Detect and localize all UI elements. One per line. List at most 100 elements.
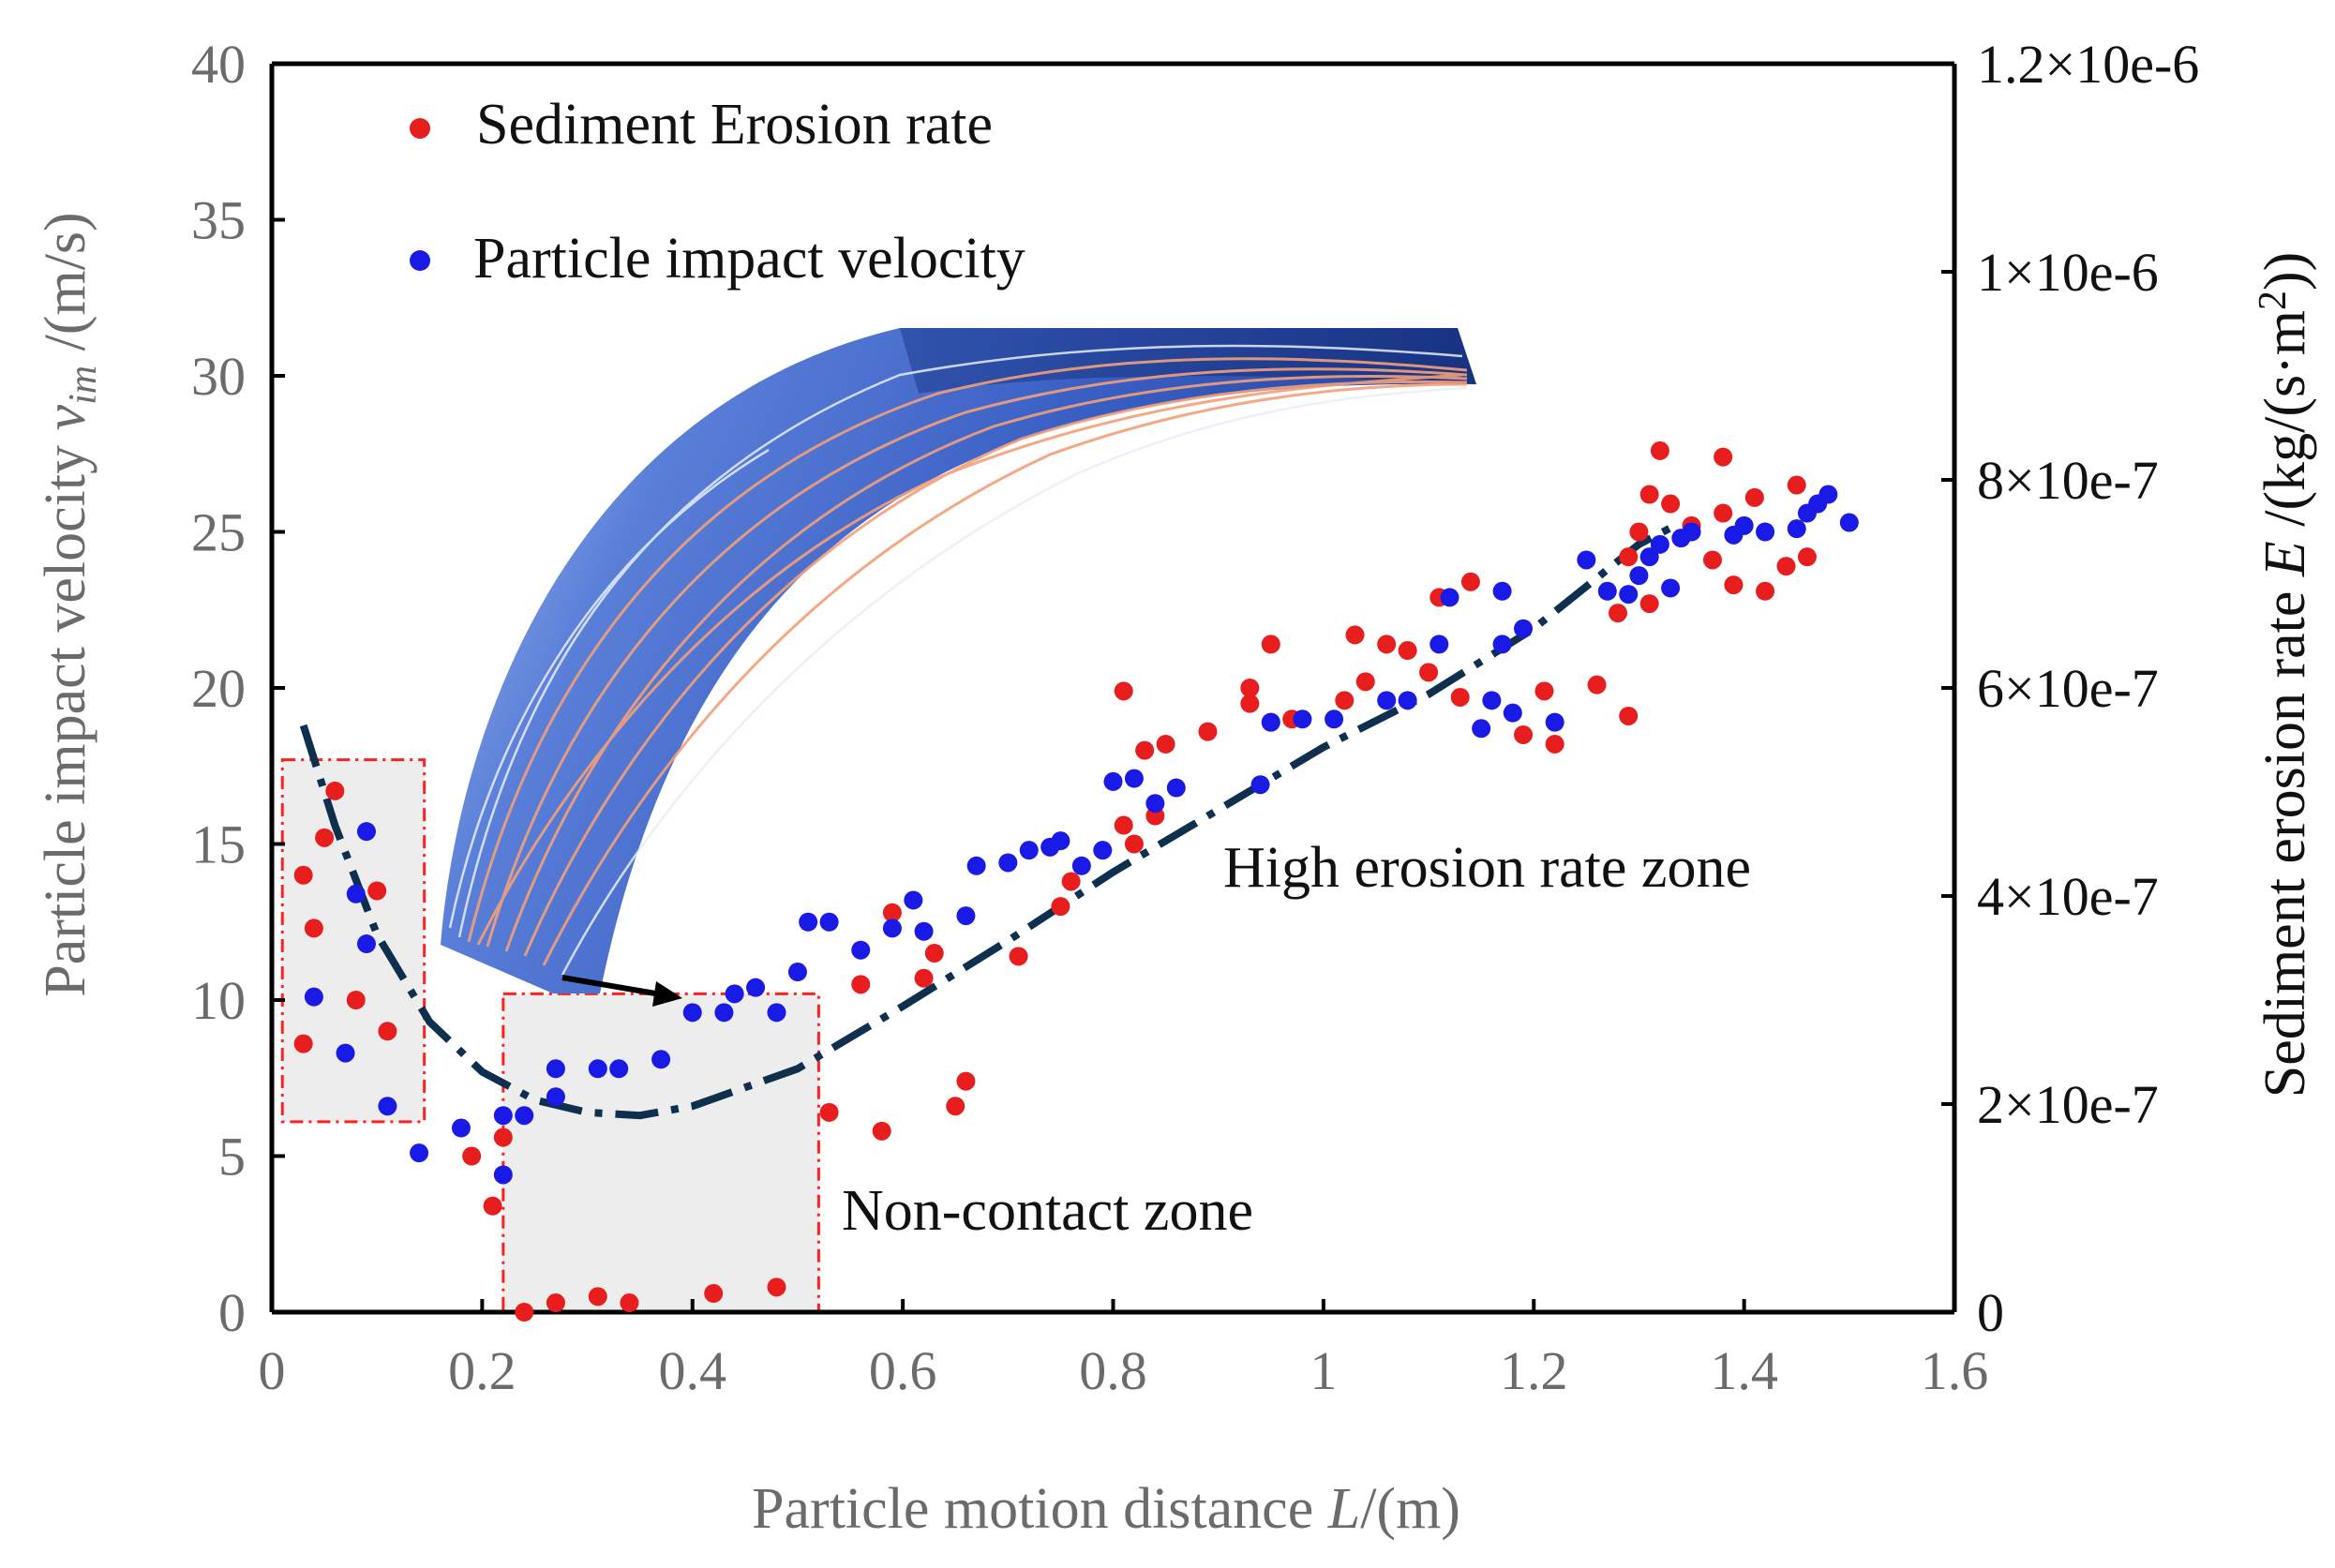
erosion-rate-point [1061, 872, 1081, 891]
impact-velocity-point [1734, 515, 1754, 535]
erosion-rate-point [1051, 897, 1070, 917]
erosion-rate-point [1756, 581, 1775, 601]
x-tick-label: 1 [1310, 1340, 1337, 1401]
y2-tick-label: 1×10e-6 [1977, 242, 2159, 303]
impact-velocity-point [1597, 581, 1617, 601]
x-tick-label: 1.6 [1921, 1340, 1989, 1401]
erosion-rate-point [882, 903, 902, 922]
impact-velocity-point [356, 934, 376, 954]
impact-velocity-point [1639, 547, 1659, 567]
x-tick-label: 0 [259, 1340, 286, 1401]
impact-velocity-point [546, 1087, 565, 1107]
y-tick-label: 30 [191, 346, 246, 407]
y2-tick-label: 2×10e-7 [1977, 1074, 2159, 1135]
erosion-rate-point [1009, 947, 1028, 966]
erosion-rate-point [1377, 635, 1397, 654]
erosion-rate-point [1714, 503, 1733, 523]
impact-velocity-point [1124, 769, 1144, 788]
impact-velocity-point [651, 1050, 671, 1069]
impact-velocity-point [1819, 485, 1838, 504]
erosion-rate-point [819, 1102, 839, 1122]
impact-velocity-point [1325, 709, 1344, 729]
erosion-rate-point [1124, 834, 1144, 854]
erosion-rate-point [1639, 485, 1659, 504]
erosion-rate-point [1345, 625, 1365, 645]
erosion-rate-point [1797, 547, 1817, 567]
x-tick-label: 1.4 [1710, 1340, 1778, 1401]
impact-velocity-point [336, 1043, 355, 1063]
impact-velocity-point [493, 1165, 513, 1185]
y-tick-label: 5 [218, 1127, 246, 1187]
x-tick-label: 1.2 [1500, 1340, 1568, 1401]
erosion-rate-point [1661, 494, 1681, 514]
erosion-rate-point [1198, 722, 1218, 741]
impact-velocity-point [1577, 550, 1596, 570]
impact-velocity-point [1482, 691, 1502, 710]
series-sediment-erosion-rate [293, 441, 1817, 1322]
erosion-rate-point [462, 1146, 482, 1166]
y2-tick-label: 0 [1977, 1282, 2004, 1343]
impact-velocity-point [1619, 585, 1639, 605]
erosion-rate-point [493, 1127, 513, 1147]
annotation-non-contact-zone: Non-contact zone [842, 1179, 1253, 1243]
impact-velocity-point [1839, 513, 1859, 532]
impact-velocity-point [1492, 581, 1512, 601]
erosion-rate-point [1419, 663, 1439, 682]
impact-velocity-point [609, 1059, 629, 1079]
erosion-rate-point [1398, 641, 1417, 661]
y-tick-label: 40 [191, 34, 246, 95]
impact-velocity-point [819, 912, 839, 932]
impact-velocity-point [998, 853, 1018, 873]
x-tick-label: 0.6 [869, 1340, 937, 1401]
erosion-rate-point [1619, 706, 1639, 725]
y-tick-label: 20 [191, 658, 246, 719]
y-tick-label: 35 [191, 190, 246, 251]
y-tick-label: 10 [191, 970, 246, 1031]
legend: Sediment Erosion rate Particle impact ve… [410, 93, 1025, 291]
erosion-rate-point [1776, 557, 1796, 576]
erosion-rate-point [1261, 635, 1280, 654]
impact-velocity-point [546, 1059, 565, 1079]
impact-velocity-point [1682, 522, 1701, 542]
y-tick-label: 0 [218, 1282, 246, 1343]
erosion-rate-point [704, 1284, 724, 1304]
annotation-high-erosion-zone: High erosion rate zone [1223, 836, 1751, 900]
impact-velocity-point [410, 1143, 429, 1163]
y2-tick-label: 4×10e-7 [1977, 866, 2159, 927]
y2-tick-label: 6×10e-7 [1977, 658, 2159, 719]
erosion-rate-point [1335, 691, 1355, 710]
impact-velocity-point [1756, 522, 1775, 542]
x-axis-title: Particle motion distance L/(m) [752, 1477, 1460, 1541]
erosion-rate-point [378, 1022, 397, 1041]
impact-velocity-point [1071, 856, 1091, 875]
erosion-rate-point [946, 1097, 965, 1116]
erosion-rate-point [851, 975, 871, 994]
erosion-rate-point [1156, 734, 1175, 754]
impact-velocity-point [1377, 691, 1397, 710]
erosion-rate-point [315, 828, 335, 847]
erosion-rate-point [546, 1293, 565, 1313]
impact-velocity-point [746, 978, 766, 997]
erosion-rate-point [1714, 447, 1733, 467]
erosion-rate-point [293, 1034, 313, 1053]
erosion-rate-point [1355, 672, 1375, 692]
impact-velocity-point [451, 1118, 471, 1138]
axes: 0 0.2 0.4 0.6 0.8 1 1.2 1.4 1.605101520253035400… [191, 34, 2199, 1401]
impact-velocity-point [787, 963, 807, 982]
y2-axis-title: Sediment erosion rate E /(kg/(s·m2)) [2252, 252, 2317, 1098]
impact-velocity-point [767, 1003, 786, 1023]
erosion-rate-point [1787, 475, 1806, 495]
impact-velocity-point [1492, 635, 1512, 654]
erosion-rate-point [1514, 724, 1534, 744]
impact-velocity-point [493, 1106, 513, 1126]
impact-velocity-point [1661, 578, 1681, 598]
impact-velocity-point [356, 822, 376, 842]
arrow-annotation [561, 975, 682, 1007]
legend-marker-red [410, 118, 430, 139]
impact-velocity-point [1145, 794, 1165, 814]
erosion-rate-point [1619, 547, 1639, 567]
erosion-rate-point [1545, 734, 1564, 754]
impact-velocity-point [346, 884, 366, 903]
erosion-rate-point [346, 991, 366, 1009]
erosion-rate-point [1744, 487, 1764, 507]
